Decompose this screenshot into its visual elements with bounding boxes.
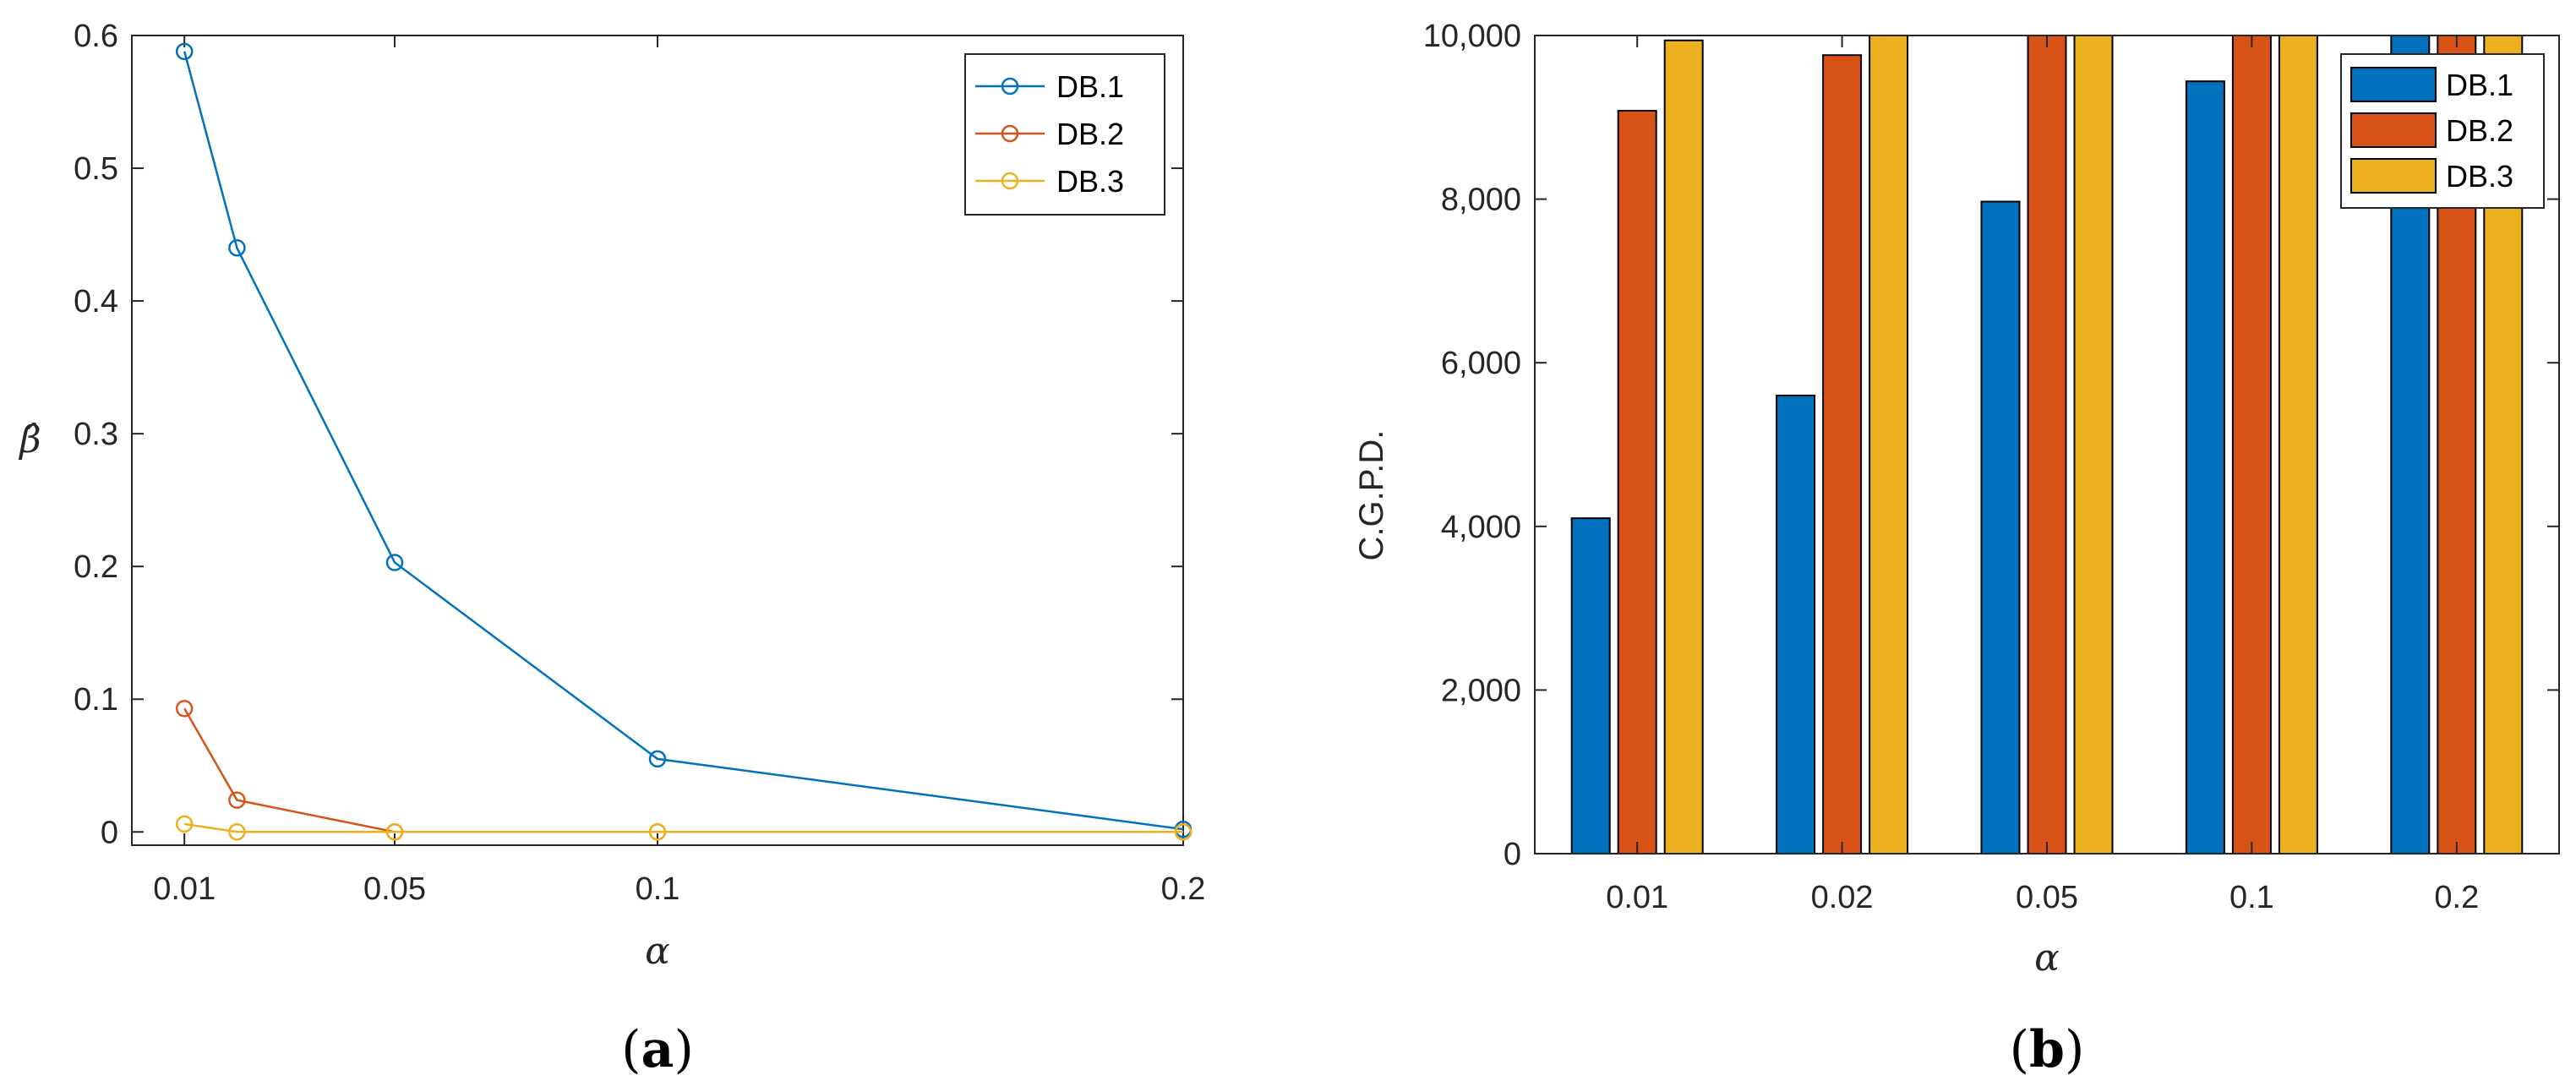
- bar: [1570, 517, 1611, 854]
- y-tick-label: 0.2: [74, 549, 118, 585]
- data-point: [228, 823, 246, 841]
- panel-letter: b: [2029, 1020, 2065, 1079]
- y-tick-label: 0: [1504, 837, 1521, 872]
- data-point: [1174, 823, 1192, 841]
- bar: [1776, 394, 1816, 855]
- series-line: [183, 51, 1184, 831]
- data-point: [228, 239, 246, 257]
- y-tick-label: 0.3: [74, 417, 118, 452]
- data-point: [648, 750, 667, 768]
- y-tick-label: 0: [101, 815, 118, 850]
- bar: [2027, 35, 2067, 854]
- y-tick-label: 2,000: [1441, 673, 1521, 708]
- y-tick-label: 8,000: [1441, 183, 1521, 218]
- panel-b-bar-chart: 0.01 0.02 0.05 0.1 0.2 0 2,000 4,000 6,000 8,000 1…: [1353, 19, 2560, 1079]
- x-tick-label: 0.05: [2016, 880, 2078, 915]
- bar: [2231, 35, 2272, 854]
- x-tick-label: 0.02: [1811, 880, 1874, 915]
- y-tick-label: 4,000: [1441, 510, 1521, 545]
- legend-swatch: [2350, 67, 2437, 102]
- legend-marker: [1001, 77, 1019, 96]
- data-point: [228, 791, 246, 809]
- x-tick-label: 0.05: [363, 871, 426, 907]
- bar: [2073, 35, 2114, 854]
- data-point: [385, 823, 404, 841]
- bar: [2278, 35, 2318, 854]
- legend-label: DB.2: [1056, 117, 1124, 151]
- bar: [2185, 80, 2225, 854]
- panel-letter: a: [641, 1020, 674, 1079]
- data-point: [648, 823, 667, 841]
- y-axis-label: β̂: [18, 418, 41, 461]
- legend-swatch: [2350, 112, 2437, 148]
- y-tick-label: 6,000: [1441, 346, 1521, 381]
- legend-label: DB.3: [2446, 159, 2513, 194]
- x-axis-label: α: [645, 930, 670, 973]
- plot-frame-b: [1534, 35, 2560, 854]
- y-tick-label: 10,000: [1423, 19, 1521, 54]
- panel-paren: ): [674, 1020, 693, 1079]
- data-point: [385, 554, 404, 571]
- legend-marker: [1001, 172, 1019, 190]
- bar: [1663, 39, 1704, 855]
- x-axis-label: α: [2034, 936, 2060, 980]
- bar: [1980, 200, 2021, 854]
- legend-label: DB.1: [1056, 69, 1124, 104]
- x-tick-label: 0.01: [153, 871, 216, 907]
- panel-paren: (: [621, 1020, 641, 1079]
- panel-paren: (: [2010, 1020, 2029, 1079]
- panel-label-a: (a): [621, 1020, 694, 1079]
- bar: [1822, 54, 1863, 855]
- panel-label-b: (b): [2010, 1020, 2085, 1079]
- x-tick-label: 0.2: [2434, 880, 2479, 915]
- data-point: [175, 815, 194, 833]
- y-tick-label: 0.5: [74, 151, 118, 187]
- y-tick-label: 0.6: [74, 19, 118, 54]
- legend-swatch: [2350, 158, 2437, 194]
- y-tick-label: 0.4: [74, 284, 118, 319]
- data-point: [175, 42, 194, 61]
- data-point: [175, 699, 194, 718]
- legend-label: DB.1: [2446, 68, 2513, 102]
- series-line: [184, 822, 1183, 833]
- x-tick-label: 0.1: [2229, 880, 2274, 915]
- panel-a-line-chart: 0 0.1 0.2 0.3 0.4 0.5 0.6 0.01 0.05 0.1 0.2 α β̂ DB.1…: [18, 19, 1205, 1079]
- x-tick-label: 0.2: [1161, 871, 1206, 907]
- legend-marker: [1001, 124, 1019, 143]
- bar: [1617, 110, 1657, 854]
- x-tick-label: 0.01: [1606, 880, 1668, 915]
- bar: [1869, 35, 1909, 854]
- y-axis-label: C.G.P.D.: [1353, 430, 1390, 561]
- legend-label: DB.2: [2446, 113, 2513, 148]
- x-tick-label: 0.1: [636, 871, 680, 907]
- panel-paren: ): [2065, 1020, 2084, 1079]
- legend-label: DB.3: [1056, 164, 1124, 199]
- y-tick-label: 0.1: [74, 682, 118, 718]
